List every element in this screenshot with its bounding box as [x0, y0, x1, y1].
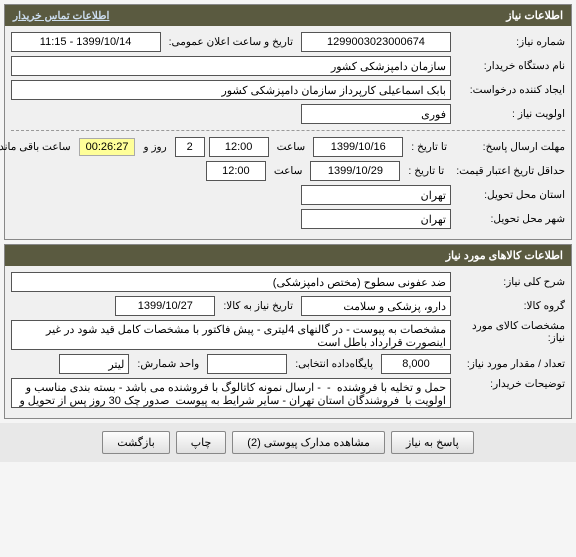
need-number-field[interactable]	[301, 32, 451, 52]
qty-field[interactable]	[381, 354, 451, 374]
print-button[interactable]: چاپ	[176, 431, 227, 454]
desc-field[interactable]	[11, 272, 451, 292]
city-field[interactable]	[301, 209, 451, 229]
announce-label: تاریخ و ساعت اعلان عمومی:	[165, 36, 297, 48]
priority-label: اولویت نیاز :	[455, 108, 565, 120]
time-label-2: ساعت	[270, 165, 307, 177]
need-date-field[interactable]	[115, 296, 215, 316]
org-label: نام دستگاه خریدار:	[455, 60, 565, 72]
panel2-body: شرح کلی نیاز: گروه کالا: تاریخ نیاز به ک…	[5, 266, 571, 418]
contact-link[interactable]: اطلاعات تماس خریدار	[13, 10, 109, 22]
requester-field[interactable]	[11, 80, 451, 100]
priority-field[interactable]	[301, 104, 451, 124]
spec-textarea[interactable]	[11, 320, 451, 350]
countdown-badge: 00:26:27	[79, 138, 136, 156]
remaining-label: ساعت باقی مانده	[0, 141, 75, 153]
notes-textarea[interactable]	[11, 378, 451, 408]
panel2-header: اطلاعات کالاهای مورد نیاز	[5, 245, 571, 266]
need-date-label: تاریخ نیاز به کالا:	[219, 300, 297, 312]
city-label: شهر محل تحویل:	[455, 213, 565, 225]
spec-label: مشخصات کالای مورد نیاز:	[455, 320, 565, 344]
announce-field[interactable]	[11, 32, 161, 52]
db-field[interactable]	[207, 354, 287, 374]
goods-info-panel: اطلاعات کالاهای مورد نیاز شرح کلی نیاز: …	[4, 244, 572, 419]
desc-label: شرح کلی نیاز:	[455, 276, 565, 288]
need-number-label: شماره نیاز:	[455, 36, 565, 48]
province-field[interactable]	[301, 185, 451, 205]
panel2-title: اطلاعات کالاهای مورد نیاز	[446, 249, 563, 262]
group-field[interactable]	[301, 296, 451, 316]
validity-date-field[interactable]	[310, 161, 400, 181]
panel1-header: اطلاعات نیاز اطلاعات تماس خریدار	[5, 5, 571, 26]
respond-button[interactable]: پاسخ به نیاز	[391, 431, 474, 454]
panel1-body: شماره نیاز: تاریخ و ساعت اعلان عمومی: نا…	[5, 26, 571, 239]
days-label: روز و	[139, 141, 170, 153]
deadline-date-field[interactable]	[313, 137, 403, 157]
button-row: پاسخ به نیاز مشاهده مدارک پیوستی (2) چاپ…	[0, 423, 576, 462]
until-label: تا تاریخ :	[407, 141, 451, 153]
back-button[interactable]: بازگشت	[102, 431, 170, 454]
province-label: استان محل تحویل:	[455, 189, 565, 201]
unit-field[interactable]	[59, 354, 129, 374]
attachments-button[interactable]: مشاهده مدارک پیوستی (2)	[232, 431, 385, 454]
validity-label: حداقل تاریخ اعتبار قیمت:	[452, 165, 565, 177]
unit-label: واحد شمارش:	[133, 358, 203, 370]
panel1-title: اطلاعات نیاز	[506, 9, 563, 22]
org-field[interactable]	[11, 56, 451, 76]
time-label-1: ساعت	[273, 141, 310, 153]
deadline-label: مهلت ارسال پاسخ:	[455, 141, 565, 153]
group-label: گروه کالا:	[455, 300, 565, 312]
need-info-panel: اطلاعات نیاز اطلاعات تماس خریدار شماره ن…	[4, 4, 572, 240]
notes-label: توضیحات خریدار:	[455, 378, 565, 390]
validity-time-field[interactable]	[206, 161, 266, 181]
qty-label: تعداد / مقدار مورد نیاز:	[455, 358, 565, 370]
days-field[interactable]	[175, 137, 205, 157]
until-label-2: تا تاریخ :	[404, 165, 448, 177]
deadline-time-field[interactable]	[209, 137, 269, 157]
requester-label: ایجاد کننده درخواست:	[455, 84, 565, 96]
db-label: پایگاه‌داده انتخابی:	[291, 358, 377, 370]
